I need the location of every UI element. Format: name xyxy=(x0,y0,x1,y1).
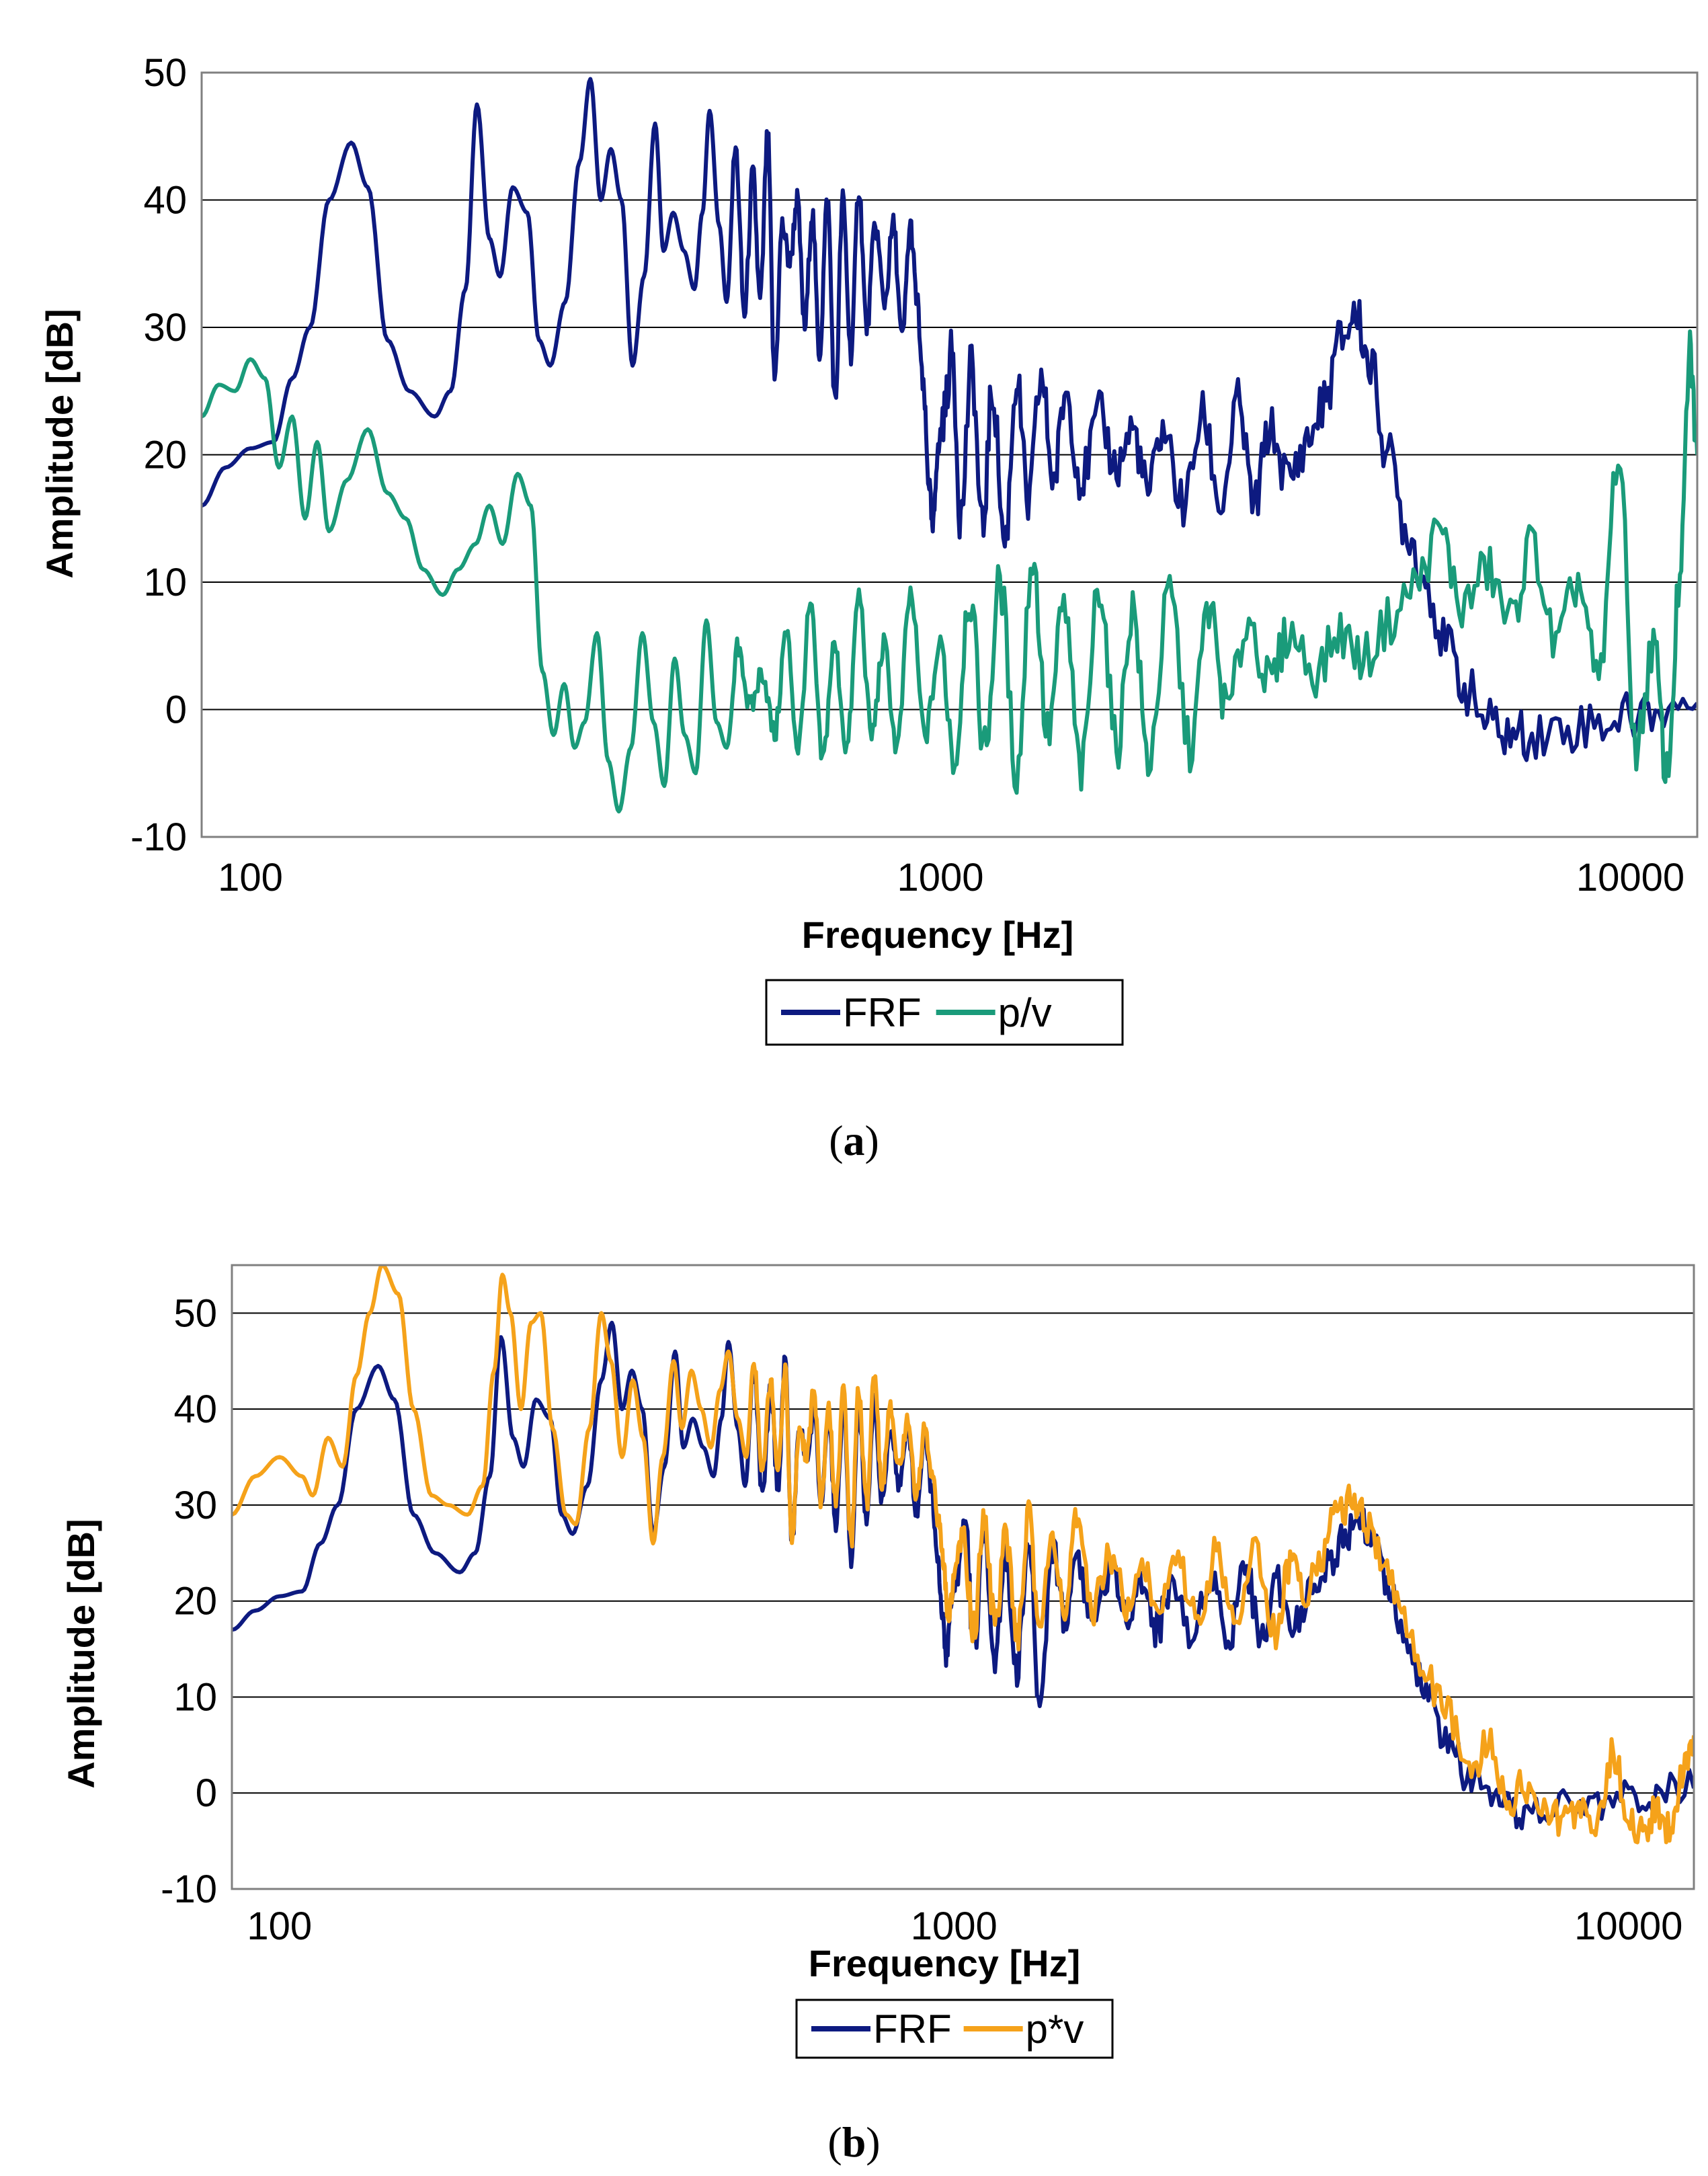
y-tick-label: 30 xyxy=(143,306,187,350)
series-group-b xyxy=(232,1265,1694,1845)
plot-area-a xyxy=(200,71,1699,838)
y-axis-title-a: Amplitude [dB] xyxy=(38,309,81,578)
x-tick-labels-b: 100 1000 10000 xyxy=(247,1904,1682,1948)
y-tick-label: 10 xyxy=(143,561,187,604)
x-axis-title-b: Frequency [Hz] xyxy=(809,1942,1081,1984)
legend-b: FRF p*v xyxy=(795,1999,1114,2059)
y-tick-label: -10 xyxy=(130,815,187,859)
y-tick-label: 0 xyxy=(196,1771,217,1815)
legend-a: FRF p/v xyxy=(765,979,1124,1046)
series-line-p*v xyxy=(232,1265,1694,1845)
y-tick-labels-b: -10 0 10 20 30 40 50 xyxy=(161,1291,217,1911)
y-tick-label: 20 xyxy=(143,434,187,477)
x-tick-label: 10000 xyxy=(1576,856,1684,899)
legend-label: FRF xyxy=(843,990,922,1035)
legend-label: FRF xyxy=(873,2007,952,2052)
legend-label: p/v xyxy=(998,990,1052,1035)
y-tick-label: 50 xyxy=(173,1291,217,1335)
x-tick-label: 10000 xyxy=(1574,1904,1682,1948)
y-tick-label: 10 xyxy=(173,1675,217,1719)
x-tick-label: 100 xyxy=(218,856,283,899)
panel-label-b: (b) xyxy=(827,2118,881,2166)
series-line-FRF xyxy=(202,77,1697,762)
y-tick-label: 20 xyxy=(173,1580,217,1623)
x-tick-labels-a: 100 1000 10000 xyxy=(218,856,1684,899)
chart-a: -10 0 10 20 30 40 50 100 1000 10000 Frequency [H… xyxy=(38,51,1699,1046)
y-tick-label: 50 xyxy=(143,51,187,95)
series-line-p/v xyxy=(202,329,1697,814)
legend-label: p*v xyxy=(1026,2007,1084,2052)
x-tick-label: 1000 xyxy=(897,856,983,899)
x-axis-title-a: Frequency [Hz] xyxy=(802,914,1074,956)
series-line-FRF xyxy=(232,1320,1694,1830)
plot-area-b xyxy=(231,1264,1695,1890)
x-tick-label: 100 xyxy=(247,1904,312,1948)
y-tick-label: 40 xyxy=(173,1387,217,1431)
x-tick-label: 1000 xyxy=(911,1904,998,1948)
y-tick-label: -10 xyxy=(161,1867,217,1911)
y-tick-labels-a: -10 0 10 20 30 40 50 xyxy=(130,51,187,859)
chart-b: -10 0 10 20 30 40 50 100 1000 10000 Frequency [H… xyxy=(60,1264,1695,2059)
panel-label-a: (a) xyxy=(829,1117,879,1164)
y-axis-title-b: Amplitude [dB] xyxy=(60,1519,102,1788)
series-group-a xyxy=(202,77,1697,814)
grid-lines-b xyxy=(232,1312,1694,1890)
y-tick-label: 40 xyxy=(143,179,187,223)
y-tick-label: 0 xyxy=(165,688,187,732)
y-tick-label: 30 xyxy=(173,1484,217,1527)
